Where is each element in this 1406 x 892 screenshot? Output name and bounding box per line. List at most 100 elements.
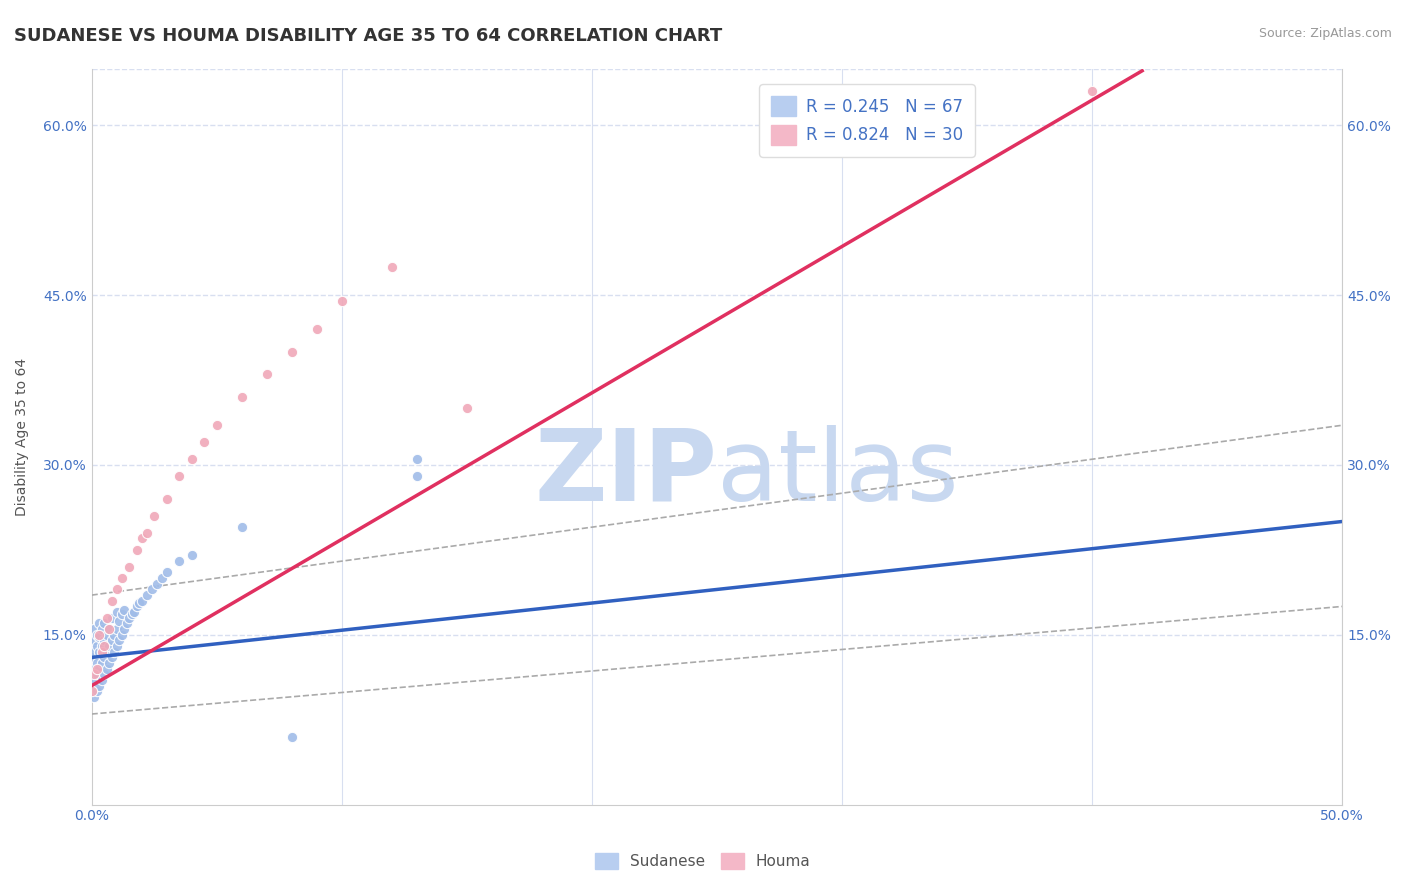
Point bbox=[143, 508, 166, 523]
Point bbox=[231, 390, 253, 404]
Point bbox=[305, 322, 328, 336]
Point bbox=[100, 650, 122, 665]
Point bbox=[125, 599, 148, 614]
Point bbox=[330, 293, 353, 308]
Point bbox=[156, 491, 179, 506]
Text: atlas: atlas bbox=[717, 425, 959, 522]
Point bbox=[145, 576, 167, 591]
Point bbox=[93, 633, 115, 648]
Point bbox=[131, 532, 153, 546]
Point bbox=[86, 667, 108, 681]
Point bbox=[86, 656, 108, 670]
Point bbox=[80, 667, 103, 681]
Point bbox=[118, 559, 141, 574]
Point bbox=[405, 469, 427, 483]
Point bbox=[98, 639, 121, 653]
Point bbox=[98, 622, 121, 636]
Point bbox=[456, 401, 478, 416]
Point bbox=[89, 645, 111, 659]
Y-axis label: Disability Age 35 to 64: Disability Age 35 to 64 bbox=[15, 358, 30, 516]
Point bbox=[1081, 84, 1104, 98]
Point bbox=[103, 628, 125, 642]
Point bbox=[193, 435, 215, 450]
Point bbox=[93, 639, 115, 653]
Point bbox=[108, 633, 131, 648]
Point bbox=[80, 639, 103, 653]
Point bbox=[83, 667, 105, 681]
Point bbox=[80, 684, 103, 698]
Point bbox=[167, 469, 190, 483]
Point bbox=[86, 628, 108, 642]
Point bbox=[280, 344, 302, 359]
Point bbox=[96, 645, 118, 659]
Point bbox=[80, 684, 103, 698]
Point bbox=[89, 630, 111, 644]
Point bbox=[118, 611, 141, 625]
Point bbox=[931, 124, 953, 138]
Point bbox=[89, 679, 111, 693]
Point bbox=[205, 418, 228, 433]
Point bbox=[111, 571, 134, 585]
Point bbox=[135, 525, 157, 540]
Point bbox=[90, 639, 112, 653]
Point bbox=[115, 616, 138, 631]
Point bbox=[121, 607, 143, 622]
Point bbox=[105, 639, 128, 653]
Point bbox=[100, 633, 122, 648]
Point bbox=[105, 605, 128, 619]
Legend: Sudanese, Houma: Sudanese, Houma bbox=[589, 847, 817, 875]
Point bbox=[96, 662, 118, 676]
Point bbox=[167, 554, 190, 568]
Point bbox=[122, 605, 145, 619]
Legend: R = 0.245   N = 67, R = 0.824   N = 30: R = 0.245 N = 67, R = 0.824 N = 30 bbox=[759, 84, 974, 157]
Point bbox=[405, 452, 427, 467]
Point bbox=[89, 616, 111, 631]
Point bbox=[100, 611, 122, 625]
Point bbox=[156, 566, 179, 580]
Point bbox=[112, 603, 135, 617]
Point bbox=[98, 622, 121, 636]
Point bbox=[93, 650, 115, 665]
Point bbox=[135, 588, 157, 602]
Point bbox=[100, 594, 122, 608]
Point bbox=[150, 571, 173, 585]
Point bbox=[90, 622, 112, 636]
Point bbox=[90, 645, 112, 659]
Point bbox=[112, 622, 135, 636]
Point bbox=[83, 645, 105, 659]
Point bbox=[180, 549, 202, 563]
Point bbox=[105, 622, 128, 636]
Point bbox=[98, 656, 121, 670]
Point bbox=[105, 582, 128, 597]
Point bbox=[83, 633, 105, 648]
Point bbox=[381, 260, 404, 274]
Point bbox=[89, 662, 111, 676]
Point bbox=[86, 684, 108, 698]
Point bbox=[128, 596, 150, 610]
Point bbox=[280, 730, 302, 744]
Point bbox=[89, 628, 111, 642]
Point bbox=[131, 594, 153, 608]
Point bbox=[108, 614, 131, 628]
Point bbox=[125, 542, 148, 557]
Point bbox=[83, 622, 105, 636]
Text: Source: ZipAtlas.com: Source: ZipAtlas.com bbox=[1258, 27, 1392, 40]
Point bbox=[93, 667, 115, 681]
Point bbox=[141, 582, 163, 597]
Point bbox=[103, 645, 125, 659]
Point bbox=[83, 662, 105, 676]
Point bbox=[93, 616, 115, 631]
Point bbox=[86, 639, 108, 653]
Point bbox=[180, 452, 202, 467]
Point bbox=[80, 650, 103, 665]
Point bbox=[231, 520, 253, 534]
Point bbox=[86, 662, 108, 676]
Text: SUDANESE VS HOUMA DISABILITY AGE 35 TO 64 CORRELATION CHART: SUDANESE VS HOUMA DISABILITY AGE 35 TO 6… bbox=[14, 27, 723, 45]
Point bbox=[256, 368, 278, 382]
Point bbox=[80, 662, 103, 676]
Point bbox=[111, 607, 134, 622]
Point bbox=[83, 673, 105, 687]
Point bbox=[111, 628, 134, 642]
Point bbox=[96, 611, 118, 625]
Point bbox=[90, 673, 112, 687]
